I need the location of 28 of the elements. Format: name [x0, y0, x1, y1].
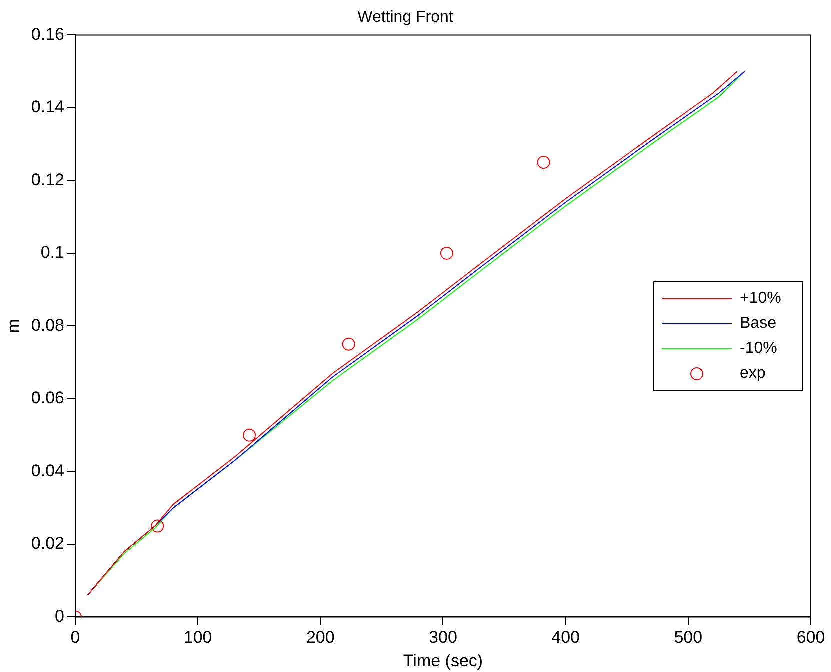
point — [243, 428, 256, 442]
x-tick-label: 100 — [184, 628, 212, 648]
point — [537, 156, 550, 170]
y-tick-label: 0.14 — [31, 98, 64, 117]
chart-title: Wetting Front — [358, 9, 454, 26]
y-tick-label: 0.04 — [31, 461, 64, 480]
y-tick-label: 0.12 — [31, 170, 64, 190]
point — [342, 338, 356, 351]
y-axis-title: m — [4, 319, 23, 334]
x-tick-label: 300 — [429, 628, 458, 648]
x-tick-label: 500 — [674, 628, 703, 648]
y-tick-label: 0.16 — [31, 24, 64, 44]
point — [151, 520, 164, 533]
y-tick-label: 0 — [55, 606, 64, 626]
x-tick-label: 200 — [306, 628, 335, 648]
legend-label: Base — [740, 314, 776, 333]
x-axis-title: Time (sec) — [403, 651, 484, 670]
x-tick-label: 600 — [796, 628, 826, 648]
y-tick-label: 0.06 — [31, 388, 64, 408]
y-tick-label: 0.02 — [31, 534, 64, 554]
x-tick-label: 400 — [552, 628, 580, 648]
legend-label: +10% — [740, 290, 782, 308]
x-tick-label: 0 — [70, 628, 80, 648]
legend-label: exp — [740, 364, 766, 383]
point — [440, 246, 454, 260]
legend-label: -10% — [740, 340, 778, 358]
y-tick-label: 0.08 — [31, 316, 64, 335]
y-tick-label: 0.1 — [40, 243, 64, 262]
